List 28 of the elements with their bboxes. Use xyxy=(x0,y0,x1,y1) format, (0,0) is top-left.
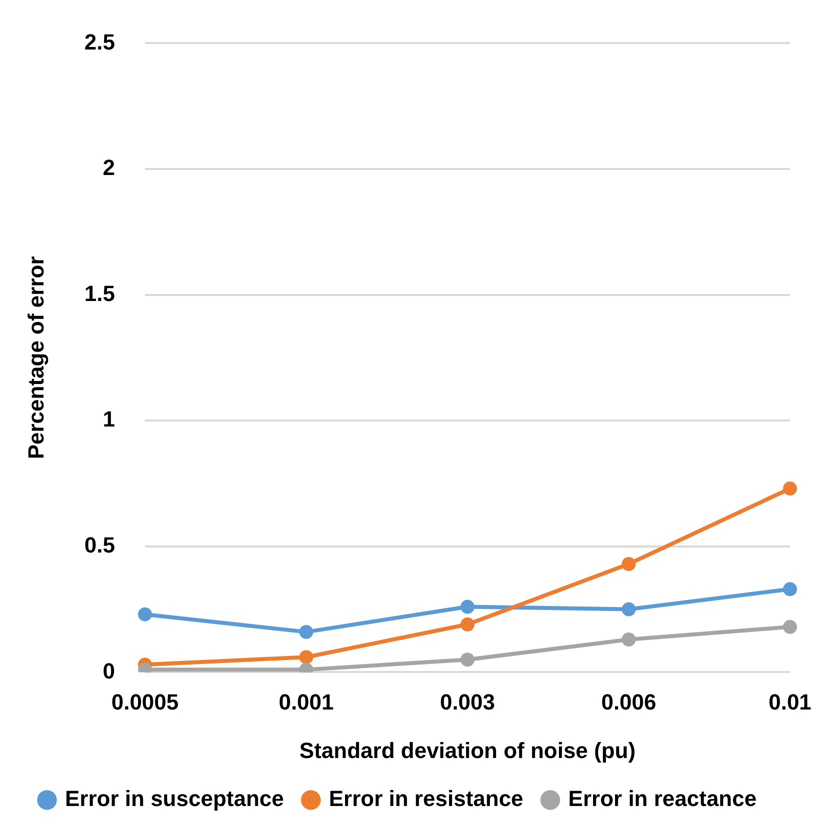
point xyxy=(622,557,636,572)
point xyxy=(460,617,474,632)
x-tick-label: 0.006 xyxy=(601,689,656,714)
point xyxy=(622,602,636,616)
y-tick-label: 0 xyxy=(102,658,115,684)
legend-label: Error in resistance xyxy=(328,786,524,812)
y-tick-label: 0.5 xyxy=(84,532,115,558)
y-tick-label: 2.5 xyxy=(84,29,115,54)
point xyxy=(783,482,797,496)
legend-label: Error in susceptance xyxy=(65,786,284,812)
point xyxy=(622,632,636,646)
legend-label: Error in reactance xyxy=(568,786,757,812)
point xyxy=(460,600,474,614)
x-tick-label: 0.0005 xyxy=(111,689,179,714)
point xyxy=(299,650,314,664)
point xyxy=(783,582,797,596)
point xyxy=(783,620,797,634)
x-tick-label: 0.003 xyxy=(440,689,496,714)
point xyxy=(138,607,152,622)
x-tick-label: 0.001 xyxy=(278,689,334,714)
y-axis-title: Percentage of error xyxy=(23,256,48,460)
x-tick-label: 0.01 xyxy=(768,689,812,714)
point xyxy=(299,624,314,639)
point xyxy=(460,652,474,667)
y-tick-label: 1.5 xyxy=(84,280,115,306)
y-tick-label: 1 xyxy=(102,406,115,432)
y-tick-label: 2 xyxy=(102,155,115,180)
x-axis-title: Standard deviation of noise (pu) xyxy=(299,738,636,763)
